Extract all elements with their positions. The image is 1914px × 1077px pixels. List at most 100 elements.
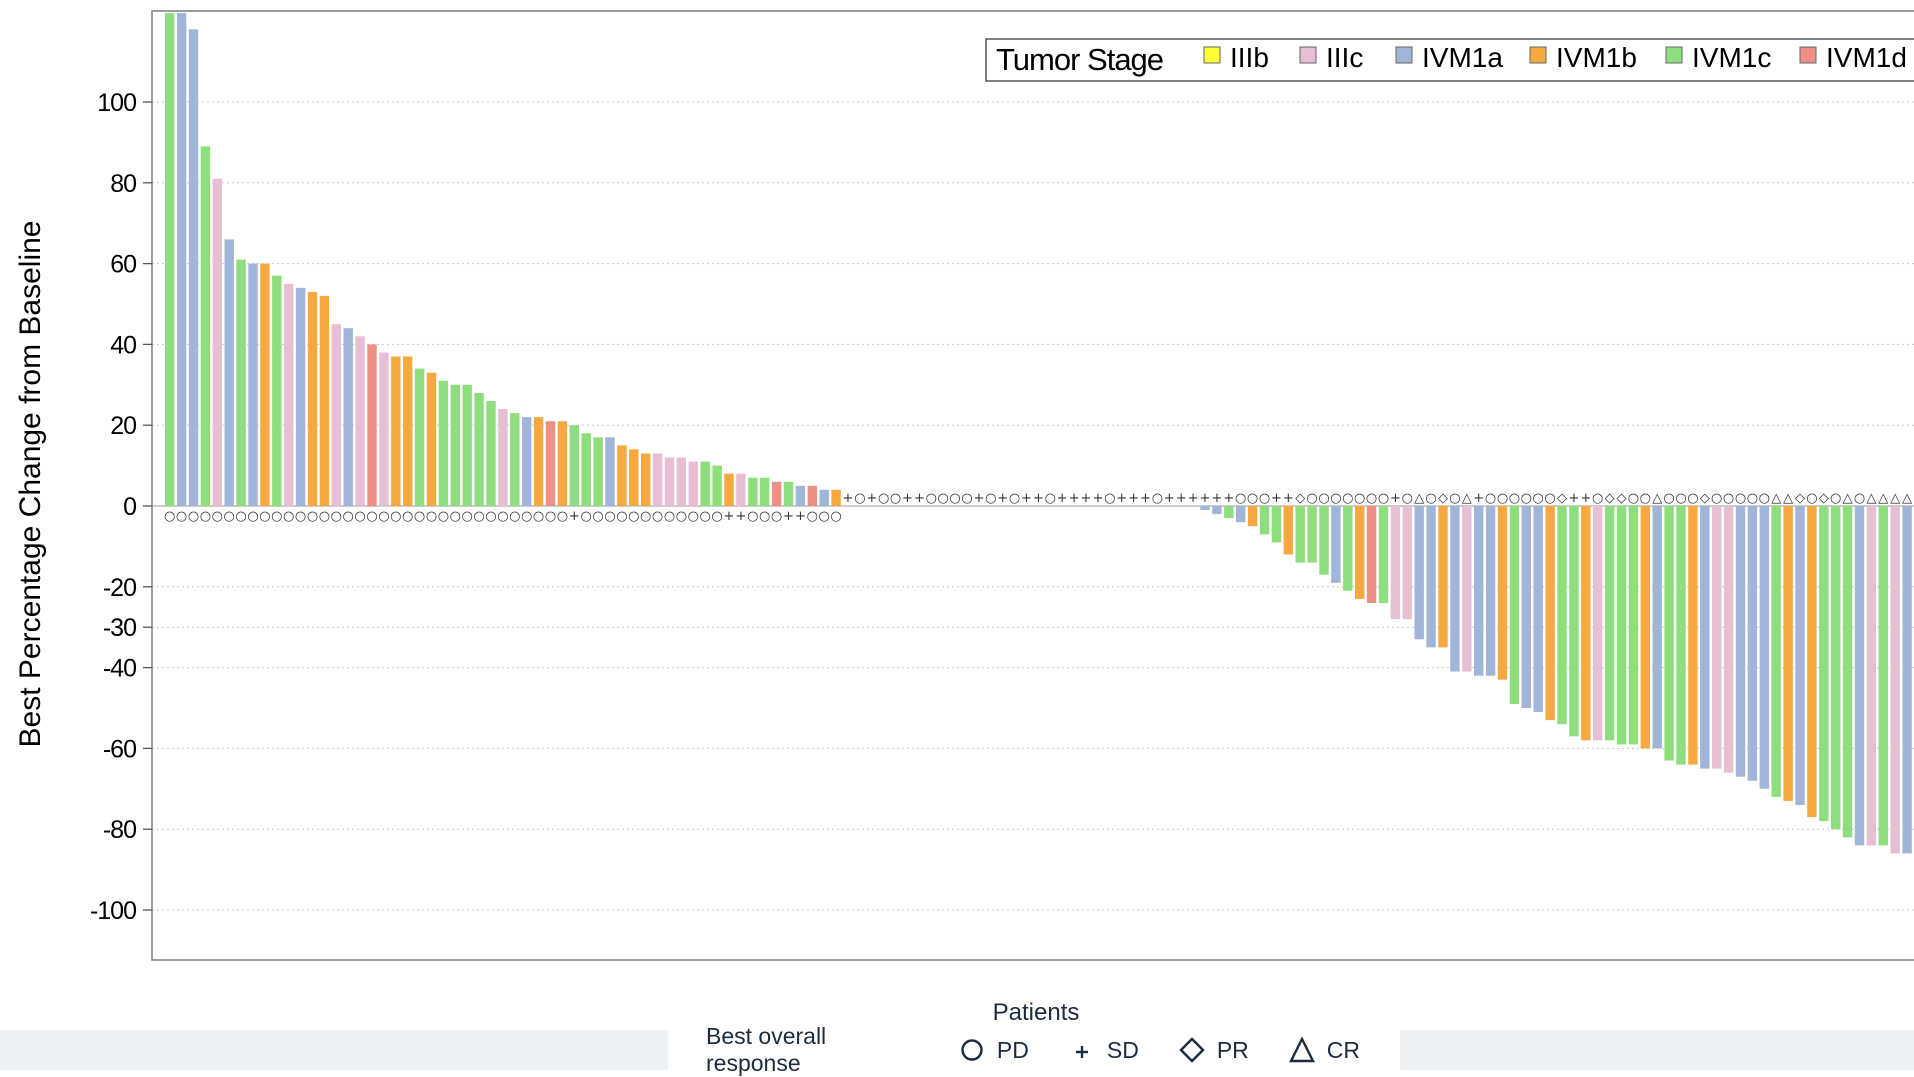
- bar: [557, 421, 568, 506]
- bar: [1307, 506, 1317, 563]
- response-marker: ○: [1247, 491, 1258, 506]
- response-marker: ○: [247, 509, 258, 524]
- response-marker: ○: [1533, 491, 1544, 506]
- response-marker: ○: [1854, 491, 1865, 506]
- response-marker: ○: [402, 509, 413, 524]
- response-marker: ○: [1104, 491, 1115, 506]
- bar: [462, 384, 472, 506]
- response-marker: ○: [688, 509, 699, 524]
- response-marker: ○: [1318, 491, 1329, 506]
- response-marker: ○: [819, 509, 830, 524]
- bar: [1426, 506, 1436, 648]
- y-tick-label: 40: [110, 331, 136, 359]
- legend-label: IIIb: [1230, 42, 1269, 73]
- bar: [1497, 506, 1508, 680]
- bar: [1878, 506, 1888, 846]
- bar: [581, 433, 591, 506]
- legend-swatch: [1529, 46, 1547, 64]
- bar: [1890, 506, 1900, 854]
- y-tick-label: -40: [103, 655, 136, 683]
- bar: [1628, 506, 1639, 745]
- response-marker: ○: [985, 491, 996, 506]
- response-marker: ◇: [1795, 491, 1805, 506]
- response-marker: ○: [592, 509, 603, 524]
- response-marker: +: [1283, 491, 1294, 506]
- bar: [652, 453, 663, 506]
- response-marker: ○: [331, 509, 342, 524]
- response-marker: ○: [854, 491, 865, 506]
- response-marker: +: [1081, 491, 1092, 506]
- response-marker: +: [1116, 491, 1127, 506]
- response-marker: ○: [878, 491, 889, 506]
- response-marker: ◇: [1605, 491, 1615, 506]
- response-marker: +: [1092, 491, 1103, 506]
- response-marker: ○: [319, 509, 330, 524]
- response-marker: +: [1164, 491, 1175, 506]
- response-marker: ○: [176, 509, 187, 524]
- bar: [795, 485, 806, 506]
- response-marker: ○: [426, 509, 437, 524]
- bar: [200, 146, 211, 506]
- response-marker: ○: [652, 509, 663, 524]
- response-marker: +: [1069, 491, 1080, 506]
- response-marker: ○: [1306, 491, 1317, 506]
- response-marker: ○: [830, 509, 841, 524]
- response-marker: ○: [640, 509, 651, 524]
- response-marker: ○: [747, 509, 758, 524]
- response-marker: △: [1652, 491, 1662, 506]
- legend-title: Tumor Stage: [996, 42, 1163, 77]
- response-marker: ○: [1402, 491, 1413, 506]
- y-tick-label: 0: [123, 493, 136, 521]
- response-marker: ○: [604, 509, 615, 524]
- response-marker: +: [735, 509, 746, 524]
- bar: [1854, 506, 1865, 846]
- bar: [1485, 506, 1496, 676]
- response-label-pr: PR: [1216, 1036, 1249, 1063]
- response-marker: △: [1783, 491, 1793, 506]
- bar: [1593, 506, 1603, 741]
- response-item-pr: PR: [1179, 1037, 1249, 1064]
- bar: [1581, 506, 1591, 741]
- bar: [1652, 506, 1662, 749]
- response-marker: +: [1390, 491, 1401, 506]
- response-marker: ○: [307, 509, 318, 524]
- bar: [1664, 506, 1674, 761]
- bar: [1866, 506, 1877, 846]
- bar: [712, 465, 722, 506]
- response-marker: ○: [1592, 491, 1603, 506]
- response-marker: ○: [521, 509, 532, 524]
- response-marker: ○: [450, 509, 461, 524]
- response-marker: ○: [1045, 491, 1056, 506]
- response-marker: ○: [235, 509, 246, 524]
- bar: [771, 481, 782, 506]
- response-marker: ○: [1366, 491, 1377, 506]
- response-marker: ○: [224, 509, 235, 524]
- bar: [307, 291, 318, 506]
- bar: [1831, 506, 1841, 830]
- bar: [593, 437, 603, 506]
- bar: [1509, 506, 1520, 704]
- bar: [748, 477, 758, 506]
- response-marker: ○: [1378, 491, 1389, 506]
- bar: [676, 457, 687, 506]
- response-marker: +: [1473, 491, 1484, 506]
- bar: [819, 489, 829, 506]
- response-marker: ○: [1509, 491, 1520, 506]
- response-marker: ○: [212, 509, 223, 524]
- bar: [176, 13, 187, 506]
- response-marker: ○: [1830, 491, 1841, 506]
- bar: [783, 481, 794, 506]
- response-marker: △: [1878, 491, 1888, 506]
- response-marker: △: [1866, 491, 1876, 506]
- bar: [1414, 506, 1424, 640]
- bar: [545, 421, 556, 506]
- bar: [1795, 506, 1805, 805]
- response-marker: ○: [1759, 491, 1770, 506]
- bar: [1462, 506, 1472, 672]
- response-marker: ○: [1521, 491, 1532, 506]
- response-marker: +: [997, 491, 1008, 506]
- response-marker: ○: [616, 509, 627, 524]
- response-marker: ○: [676, 509, 687, 524]
- response-label-cr: CR: [1326, 1036, 1360, 1063]
- response-marker: ◇: [1438, 491, 1448, 506]
